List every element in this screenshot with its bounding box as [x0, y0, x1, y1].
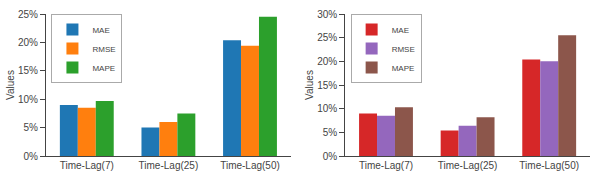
svg-text:MAE: MAE	[92, 26, 109, 35]
svg-text:15%: 15%	[18, 65, 38, 76]
svg-text:0%: 0%	[24, 151, 39, 162]
svg-text:5%: 5%	[323, 127, 338, 138]
svg-text:Time-Lag(7): Time-Lag(7)	[60, 160, 114, 171]
svg-text:25%: 25%	[18, 9, 38, 20]
svg-text:10%: 10%	[18, 94, 38, 105]
svg-text:RMSE: RMSE	[392, 45, 415, 54]
svg-text:Time-Lag(25): Time-Lag(25)	[139, 160, 199, 171]
svg-text:25%: 25%	[317, 32, 337, 43]
svg-text:0%: 0%	[323, 151, 338, 162]
svg-text:MAE: MAE	[392, 26, 409, 35]
svg-text:20%: 20%	[317, 56, 337, 67]
svg-text:Time-Lag(25): Time-Lag(25)	[438, 160, 498, 171]
svg-text:Time-Lag(50): Time-Lag(50)	[220, 160, 280, 171]
svg-text:Time-Lag(50): Time-Lag(50)	[519, 160, 579, 171]
svg-text:15%: 15%	[317, 80, 337, 91]
svg-text:20%: 20%	[18, 37, 38, 48]
svg-text:Values: Values	[304, 70, 315, 100]
svg-text:30%: 30%	[317, 9, 337, 20]
svg-text:10%: 10%	[317, 103, 337, 114]
svg-text:RMSE: RMSE	[92, 45, 115, 54]
svg-text:5%: 5%	[24, 122, 39, 133]
svg-text:Time-Lag(7): Time-Lag(7)	[359, 160, 413, 171]
svg-text:MAPE: MAPE	[392, 64, 415, 73]
svg-text:MAPE: MAPE	[92, 64, 115, 73]
svg-text:Values: Values	[5, 70, 16, 100]
